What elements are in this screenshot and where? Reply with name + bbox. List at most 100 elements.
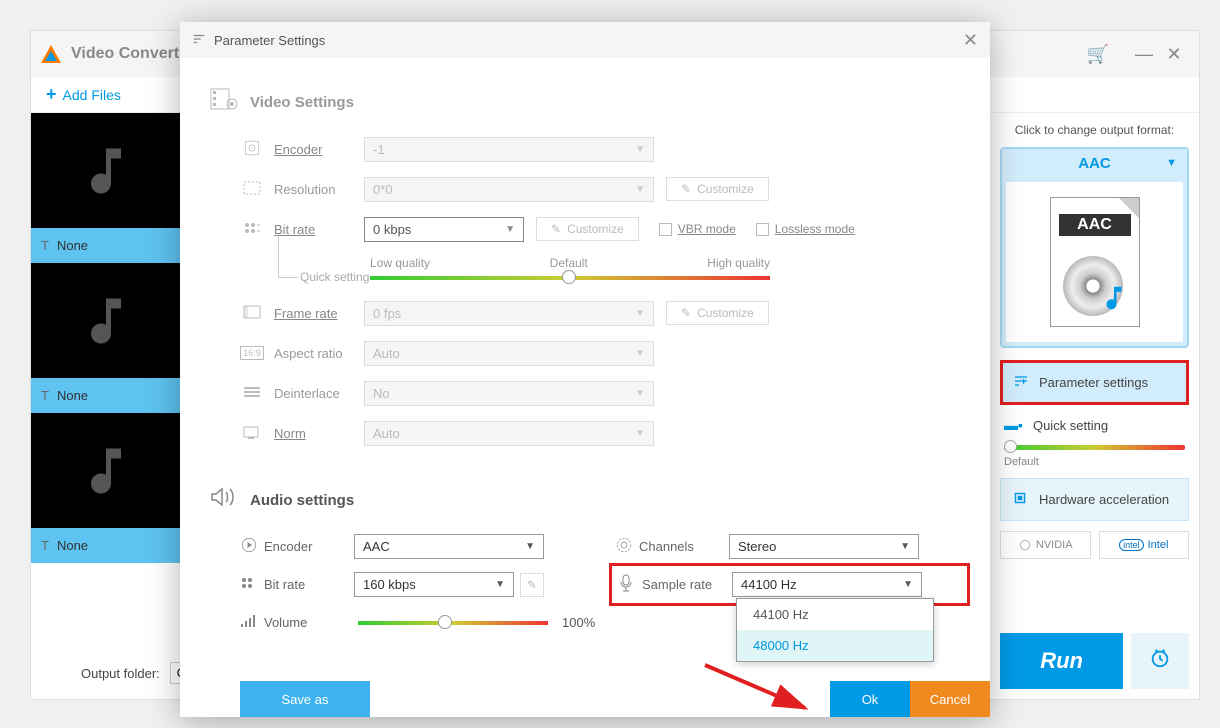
play-circle-icon [240,536,264,557]
framerate-label[interactable]: Frame rate [274,306,364,321]
sample-rate-label: Sample rate [642,577,732,592]
format-name: AAC ▼ [1002,149,1187,178]
output-folder-label: Output folder: [81,666,160,681]
cart-icon[interactable]: 🛒 [1087,44,1109,65]
audio-encoder-row: Encoder AAC ▼ [240,534,585,559]
customize-bitrate-button[interactable]: ✎ Customize [536,217,639,241]
dropdown-option[interactable]: 44100 Hz [737,599,933,630]
quality-slider[interactable] [370,276,770,280]
file-icon: AAC [1050,197,1140,327]
pencil-icon: ✎ [681,306,691,320]
audio-bitrate-label: Bit rate [264,577,354,592]
quality-labels: Low quality Default High quality [370,256,770,270]
resolution-icon [240,181,264,198]
sliders-icon [192,32,206,49]
chevron-down-icon: ▼ [903,579,913,590]
chevron-down-icon: ▼ [635,184,645,195]
slider-handle[interactable] [562,270,576,284]
resolution-select[interactable]: 0*0 ▼ [364,177,654,202]
audio-bitrate-row: Bit rate 160 kbps ▼ ✎ [240,569,585,600]
chevron-down-icon: ▼ [635,348,645,359]
parameter-settings-button[interactable]: Parameter settings [1000,360,1189,405]
aspect-row: 16:9 Aspect ratio Auto ▼ [210,340,960,366]
close-icon[interactable]: ✕ [963,30,978,51]
slider-handle[interactable] [1004,440,1017,453]
checkbox-icon [659,223,672,236]
video-bitrate-select[interactable]: 0 kbps ▼ [364,217,524,242]
audio-encoder-select[interactable]: AAC ▼ [354,534,544,559]
resolution-row: Resolution 0*0 ▼ ✎ Customize [210,176,960,202]
file-item[interactable]: T None [31,413,181,563]
nvidia-button[interactable]: NVIDIA [1000,531,1091,559]
customize-framerate-button[interactable]: ✎ Customize [666,301,769,325]
norm-label[interactable]: Norm [274,426,364,441]
sample-rate-select[interactable]: 44100 Hz ▼ [732,572,922,597]
quick-setting-row[interactable]: ▬▪ Quick setting [1000,405,1189,445]
audio-bitrate-select[interactable]: 160 kbps ▼ [354,572,514,597]
volume-slider[interactable] [358,621,548,625]
deinterlace-label: Deinterlace [274,386,364,401]
deinterlace-select[interactable]: No ▼ [364,381,654,406]
norm-select[interactable]: Auto ▼ [364,421,654,446]
thumbnail [31,113,181,228]
add-files-button[interactable]: + Add Files [46,84,121,105]
quick-setting-slider[interactable]: Default [1000,445,1189,478]
file-item[interactable]: T None [31,113,181,263]
close-button[interactable]: ✕ [1159,44,1189,65]
app-logo-icon [41,45,61,63]
file-label-row: T None [31,378,181,413]
schedule-button[interactable] [1131,633,1189,689]
save-as-button[interactable]: Save as [240,681,370,717]
dialog-footer: Save as Ok Cancel [180,681,990,717]
default-label: Default [1004,456,1185,468]
audio-section-title: Audio settings [250,492,354,509]
dialog-body: Video Settings Encoder -1 ▼ Resolution 0… [180,58,990,681]
chevron-down-icon: ▼ [635,428,645,439]
video-bitrate-row: Bit rate 0 kbps ▼ ✎ Customize VBR mode L… [210,216,960,242]
format-hint: Click to change output format: [1000,123,1189,137]
hardware-accel-row[interactable]: Hardware acceleration [1000,478,1189,521]
dropdown-option[interactable]: 48000 Hz [737,630,933,661]
aspect-icon: 16:9 [240,346,264,360]
channels-icon [615,536,639,557]
dialog-titlebar: Parameter Settings ✕ [180,22,990,58]
bitrate-icon [240,221,264,238]
audio-section-header: Audio settings [210,486,960,514]
aspect-select[interactable]: Auto ▼ [364,341,654,366]
music-note-icon [76,141,136,201]
sliders-icon [1013,373,1029,392]
channels-select[interactable]: Stereo ▼ [729,534,919,559]
quick-icon: ▬▪ [1004,417,1023,433]
slider-handle[interactable] [438,615,452,629]
gpu-row: NVIDIA intel Intel [1000,531,1189,559]
text-icon: T [41,388,49,403]
audio-encoder-label: Encoder [264,539,354,554]
ok-button[interactable]: Ok [830,681,910,717]
format-badge: AAC [1059,214,1131,236]
pencil-icon: ✎ [681,182,691,196]
framerate-select[interactable]: 0 fps ▼ [364,301,654,326]
file-item[interactable]: T None [31,263,181,413]
lossless-mode-checkbox[interactable]: Lossless mode [756,222,855,236]
bitrate-icon [240,576,264,593]
clock-icon [1149,647,1171,669]
right-panel: Click to change output format: AAC ▼ AAC [989,113,1199,699]
pencil-icon: ✎ [551,222,561,236]
deinterlace-icon [240,385,264,402]
parameter-settings-dialog: Parameter Settings ✕ Video Settings Enco… [180,22,990,717]
encoder-select[interactable]: -1 ▼ [364,137,654,162]
run-button[interactable]: Run [1000,633,1123,689]
vbr-mode-checkbox[interactable]: VBR mode [659,222,736,236]
quality-slider-row: Quick setting Low quality Default High q… [210,256,960,280]
intel-button[interactable]: intel Intel [1099,531,1190,559]
encoder-label[interactable]: Encoder [274,142,364,157]
file-label: None [57,238,88,253]
chevron-down-icon: ▼ [525,541,535,552]
edit-bitrate-button[interactable]: ✎ [520,573,544,597]
customize-resolution-button[interactable]: ✎ Customize [666,177,769,201]
output-format-box[interactable]: AAC ▼ AAC [1000,147,1189,348]
minimize-button[interactable]: — [1129,44,1159,65]
cancel-button[interactable]: Cancel [910,681,990,717]
music-note-icon [76,441,136,501]
file-label-row: T None [31,528,181,563]
